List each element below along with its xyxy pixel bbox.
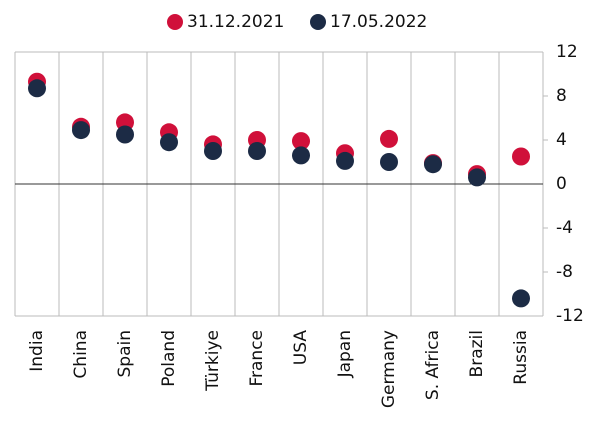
dot <box>424 155 442 174</box>
y-tick-label: -12 <box>556 306 584 326</box>
y-tick-label: 4 <box>556 130 567 150</box>
dot <box>292 146 310 165</box>
dot <box>512 147 530 166</box>
dot <box>204 142 222 160</box>
legend-marker <box>167 14 183 30</box>
y-tick-label: -4 <box>556 218 573 238</box>
x-tick-label: Brazil <box>467 330 487 377</box>
legend-label: 17.05.2022 <box>330 12 427 32</box>
x-tick-label: Poland <box>159 330 179 387</box>
y-tick-label: -8 <box>556 262 573 282</box>
x-tick-label: Russia <box>511 330 531 385</box>
y-tick-label: 0 <box>556 174 567 194</box>
x-tick-label: Türkiye <box>203 330 223 392</box>
x-tick-label: China <box>71 330 91 379</box>
dot <box>72 121 90 140</box>
x-tick-label: Spain <box>115 330 135 378</box>
dot <box>380 129 398 148</box>
dot <box>380 153 398 171</box>
y-tick-label: 12 <box>556 42 578 62</box>
x-tick-label: India <box>27 330 47 372</box>
x-tick-label: Germany <box>379 330 399 408</box>
dot <box>28 79 46 98</box>
legend-label: 31.12.2021 <box>187 12 284 32</box>
dot <box>292 132 310 151</box>
dot <box>336 151 354 170</box>
dot <box>248 142 266 160</box>
dot <box>160 133 178 152</box>
x-tick-label: USA <box>291 330 311 366</box>
y-tick-label: 8 <box>556 86 567 106</box>
x-tick-label: France <box>247 330 267 387</box>
x-tick-label: S. Africa <box>423 330 443 400</box>
dot <box>116 125 134 144</box>
legend-marker <box>310 14 326 30</box>
dot <box>468 168 486 187</box>
dot <box>512 289 530 308</box>
x-tick-label: Japan <box>335 330 355 378</box>
